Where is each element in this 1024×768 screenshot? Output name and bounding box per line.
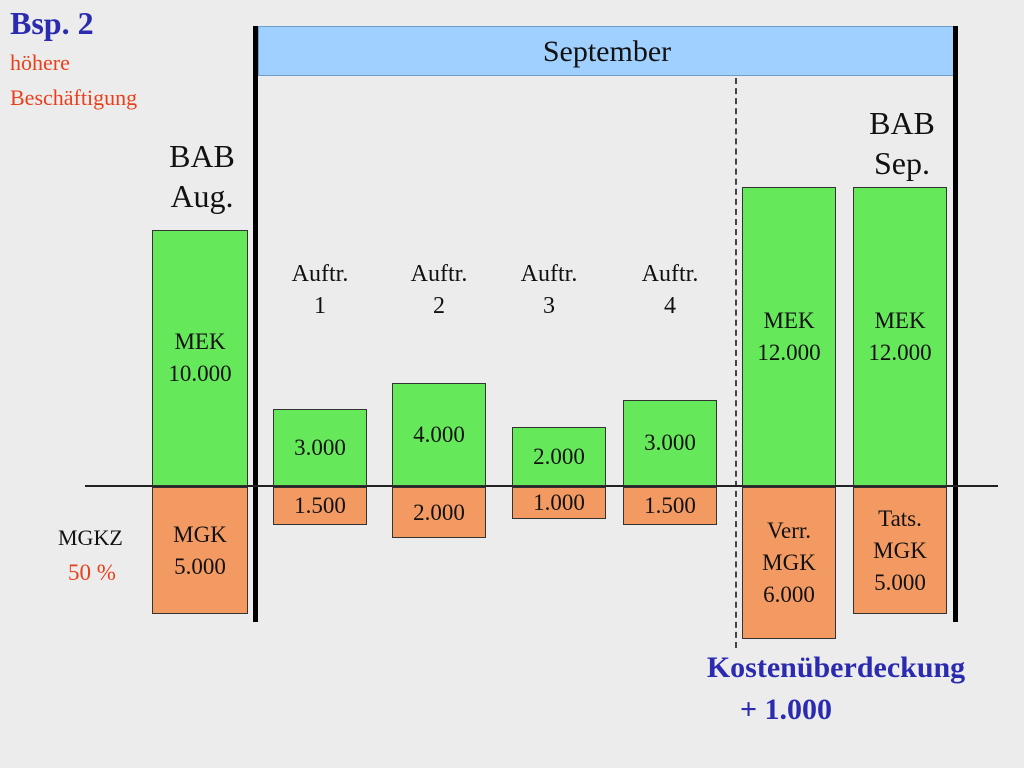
auftrag-3-mek-value: 2.000 xyxy=(533,443,585,469)
bab-sep-label: BAB Sep. xyxy=(840,103,964,183)
result-label: Kostenüberdeckung xyxy=(706,651,966,684)
auftrag-4-mek-bar: 3.000 xyxy=(623,400,717,486)
aug-mek-label: MEK xyxy=(174,329,226,354)
bab-sep-line1: BAB xyxy=(869,105,935,141)
bab-sep-line2: Sep. xyxy=(874,145,930,181)
auftrag-4-line2: 4 xyxy=(664,293,676,319)
auftrag-1-mek-value: 3.000 xyxy=(294,434,346,460)
verr-mek-bar: MEK 12.000 xyxy=(742,187,836,486)
month-header: September xyxy=(258,26,956,76)
tats-mek-value: 12.000 xyxy=(868,339,932,365)
auftrag-3-line2: 3 xyxy=(543,293,555,319)
aug-mgk-label: MGK xyxy=(173,521,227,547)
divider-dashed xyxy=(735,78,737,648)
auftrag-4-mgk-bar: 1.500 xyxy=(623,487,717,525)
bab-aug-label: BAB Aug. xyxy=(140,136,264,216)
subtitle-line-2: Beschäftigung xyxy=(10,85,138,110)
mgkz-label: MGKZ xyxy=(58,525,123,550)
verr-mek-value: 12.000 xyxy=(757,339,821,365)
verr-mgk-line1: Verr. xyxy=(766,518,812,543)
auftrag-1-mgk-value: 1.500 xyxy=(294,493,346,518)
auftrag-2-mek-bar: 4.000 xyxy=(392,383,486,486)
auftrag-1-line2: 1 xyxy=(314,293,326,319)
tats-mgk-value: 5.000 xyxy=(874,569,926,595)
auftrag-2-line2: 2 xyxy=(433,293,445,319)
tats-mgk-line1: Tats. xyxy=(878,505,922,531)
verr-mgk-value: 6.000 xyxy=(763,582,815,607)
bab-aug-line1: BAB xyxy=(169,138,235,174)
auftrag-2-line1: Auftr. xyxy=(410,261,468,287)
auftrag-2-label: Auftr. 2 xyxy=(389,258,489,322)
aug-mek-bar: MEK 10.000 xyxy=(152,230,248,486)
aug-mgk-value: 5.000 xyxy=(174,553,226,579)
auftrag-4-mgk-value: 1.500 xyxy=(644,493,696,518)
verr-mek-label: MEK xyxy=(763,307,815,333)
auftrag-3-label: Auftr. 3 xyxy=(499,258,599,322)
auftrag-3-mek-bar: 2.000 xyxy=(512,427,606,486)
subtitle-line-1: höhere xyxy=(10,50,70,75)
verr-mgk-bar: Verr. MGK 6.000 xyxy=(742,487,836,639)
tats-mek-label: MEK xyxy=(874,307,926,333)
auftrag-1-label: Auftr. 1 xyxy=(270,258,370,322)
auftrag-1-line1: Auftr. xyxy=(291,261,349,287)
tats-mek-bar: MEK 12.000 xyxy=(853,187,947,486)
mgkz-value: 50 % xyxy=(68,560,116,585)
baseline xyxy=(85,485,998,487)
period-left-border xyxy=(253,26,258,622)
slide-title: Bsp. 2 xyxy=(10,5,94,41)
auftrag-4-mek-value: 3.000 xyxy=(644,430,696,455)
auftrag-2-mgk-bar: 2.000 xyxy=(392,487,486,538)
aug-mek-value: 10.000 xyxy=(168,361,232,386)
tats-mgk-line2: MGK xyxy=(873,537,927,563)
auftrag-4-line1: Auftr. xyxy=(641,261,699,287)
result-value: + 1.000 xyxy=(739,693,833,726)
auftrag-2-mek-value: 4.000 xyxy=(413,421,465,447)
auftrag-1-mek-bar: 3.000 xyxy=(273,409,367,486)
tats-mgk-bar: Tats. MGK 5.000 xyxy=(853,487,947,614)
auftrag-3-mgk-value: 1.000 xyxy=(533,490,585,515)
bab-aug-line2: Aug. xyxy=(170,178,234,214)
period-right-border xyxy=(953,26,958,622)
verr-mgk-line2: MGK xyxy=(762,550,816,575)
auftrag-3-mgk-bar: 1.000 xyxy=(512,487,606,519)
aug-mgk-bar: MGK 5.000 xyxy=(152,487,248,614)
auftrag-4-label: Auftr. 4 xyxy=(620,258,720,322)
auftrag-2-mgk-value: 2.000 xyxy=(413,499,465,525)
auftrag-3-line1: Auftr. xyxy=(520,261,578,287)
auftrag-1-mgk-bar: 1.500 xyxy=(273,487,367,525)
